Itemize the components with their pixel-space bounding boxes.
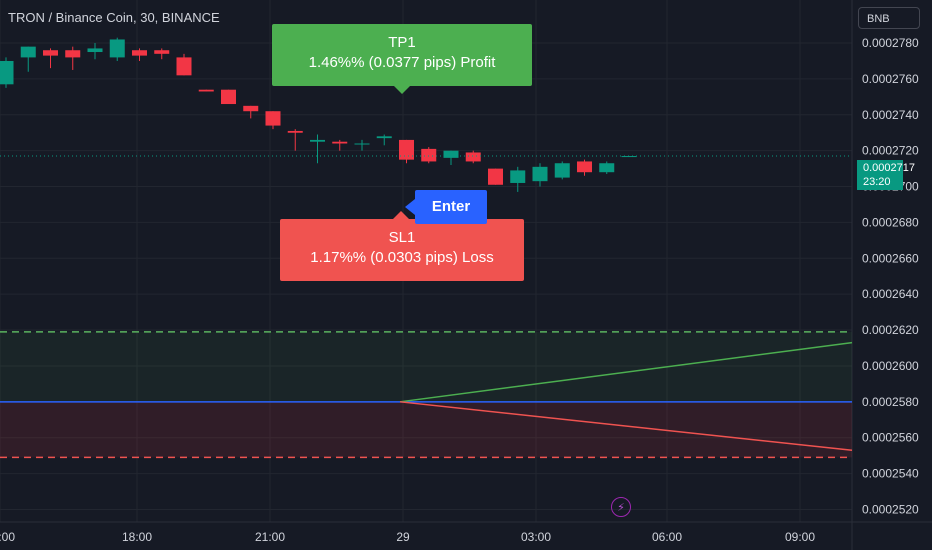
stop-loss-detail: 1.17%% (0.0303 pips) Loss — [310, 249, 494, 266]
candle-body — [532, 166, 548, 182]
y-tick-label: 0.0002620 — [862, 323, 919, 337]
current-price-badge: 0.0002717 23:20 — [857, 160, 915, 190]
y-tick-label: 0.0002540 — [862, 467, 919, 481]
candle-body — [510, 170, 526, 183]
y-tick-label: 0.0002680 — [862, 215, 919, 229]
stop-loss-label: SL1 1.17%% (0.0303 pips) Loss — [280, 211, 524, 281]
candle-body — [465, 152, 481, 162]
lightning-bolt-icon[interactable]: ⚡ — [611, 497, 631, 517]
y-tick-label: 0.0002740 — [862, 108, 919, 122]
candle-body — [0, 60, 14, 85]
y-tick-label: 0.0002760 — [862, 72, 919, 86]
candle-body — [265, 111, 281, 126]
candle-body — [577, 161, 592, 173]
symbol-button[interactable]: BNB — [858, 7, 920, 29]
candle-body — [243, 105, 259, 112]
candle-body — [43, 50, 58, 56]
profit-projection-line — [399, 341, 853, 403]
candle-body — [132, 50, 147, 56]
enter-label: Enter — [405, 190, 487, 224]
candle-body — [221, 89, 236, 105]
candle-body — [109, 39, 125, 58]
x-tick-label: 09:00 — [785, 530, 815, 544]
chart-title: TRON / Binance Coin, 30, BINANCE — [8, 10, 220, 25]
stop-loss-title: SL1 — [388, 229, 416, 246]
candle-body — [399, 139, 414, 160]
candle-body — [421, 148, 437, 162]
candle-body — [310, 139, 325, 142]
take-profit-title: TP1 — [388, 34, 416, 51]
y-tick-label: 0.0002520 — [862, 502, 919, 516]
candle-body — [554, 163, 570, 178]
y-tick-label: 0.0002720 — [862, 144, 919, 158]
candle-body — [443, 150, 459, 158]
candle-body — [354, 143, 370, 145]
x-tick-label: 06:00 — [652, 530, 682, 544]
candle-body — [332, 141, 348, 144]
y-tick-label: 0.0002660 — [862, 251, 919, 265]
current-price-value: 0.0002717 — [863, 162, 915, 174]
x-tick-label: 21:00 — [255, 530, 285, 544]
take-profit-detail: 1.46%% (0.0377 pips) Profit — [308, 54, 496, 71]
x-tick-label: 29 — [396, 530, 410, 544]
y-tick-label: 0.0002600 — [862, 359, 919, 373]
loss-zone — [0, 401, 852, 458]
x-tick-label: 15:00 — [0, 530, 15, 544]
candle-body — [20, 46, 36, 58]
profit-zone — [0, 331, 852, 402]
x-tick-label: 18:00 — [122, 530, 152, 544]
x-tick-label: 03:00 — [521, 530, 551, 544]
y-tick-label: 0.0002560 — [862, 431, 919, 445]
candle-body — [154, 50, 170, 54]
candle-body — [599, 163, 615, 173]
take-profit-label: TP1 1.46%% (0.0377 pips) Profit — [272, 24, 532, 94]
y-tick-label: 0.0002780 — [862, 36, 919, 50]
bar-countdown: 23:20 — [863, 176, 891, 188]
candle-body — [176, 57, 192, 76]
candle-body — [87, 48, 103, 53]
candle-body — [198, 89, 214, 92]
candle-body — [287, 130, 303, 133]
y-tick-label: 0.0002580 — [862, 395, 919, 409]
candle-body — [376, 136, 392, 139]
candle-body — [65, 50, 81, 58]
y-tick-label: 0.0002640 — [862, 287, 919, 301]
candle-body — [488, 168, 503, 185]
loss-projection-line — [399, 401, 853, 451]
